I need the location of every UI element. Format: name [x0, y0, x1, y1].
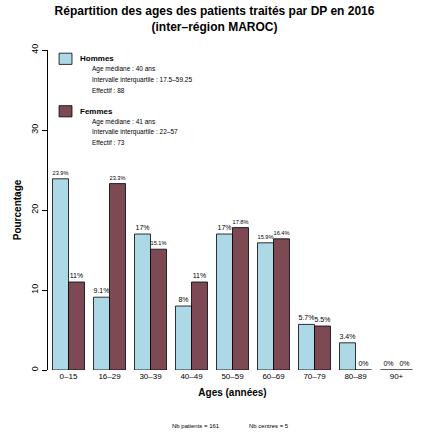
svg-text:10: 10	[30, 284, 40, 294]
svg-text:15.9%: 15.9%	[258, 234, 274, 240]
svg-text:Femmes: Femmes	[80, 107, 113, 116]
svg-text:16–29: 16–29	[98, 372, 121, 381]
svg-text:17%: 17%	[217, 224, 231, 231]
svg-text:Nb patients = 161: Nb patients = 161	[172, 423, 220, 429]
svg-text:40–49: 40–49	[180, 372, 203, 381]
svg-text:11%: 11%	[193, 272, 207, 279]
svg-text:23.9%: 23.9%	[53, 170, 69, 176]
svg-text:Effectif : 88: Effectif : 88	[92, 87, 125, 94]
svg-text:23.3%: 23.3%	[110, 175, 126, 181]
svg-text:Hommes: Hommes	[80, 54, 114, 63]
svg-text:Répartition des ages des patie: Répartition des ages des patients traité…	[55, 4, 375, 34]
svg-text:9.1%: 9.1%	[94, 287, 110, 294]
svg-text:90+: 90+	[390, 372, 404, 381]
svg-text:16.4%: 16.4%	[274, 230, 290, 236]
svg-text:5.7%: 5.7%	[299, 314, 315, 321]
svg-text:0–15: 0–15	[60, 372, 78, 381]
svg-text:0: 0	[30, 366, 40, 371]
svg-text:Intervalle interquartile : 22–: Intervalle interquartile : 22–57	[92, 128, 178, 136]
svg-text:5.5%: 5.5%	[315, 316, 331, 323]
svg-text:17.8%: 17.8%	[233, 219, 249, 225]
svg-text:15.1%: 15.1%	[151, 240, 167, 246]
svg-text:30: 30	[30, 124, 40, 134]
svg-text:Nb centres = 5: Nb centres = 5	[249, 423, 289, 429]
svg-text:80–89: 80–89	[344, 372, 367, 381]
svg-text:11%: 11%	[70, 272, 84, 279]
svg-text:3.4%: 3.4%	[340, 333, 356, 340]
svg-text:8%: 8%	[178, 296, 188, 303]
svg-text:Ages (années): Ages (années)	[198, 387, 266, 398]
svg-text:Age médiane : 41 ans: Age médiane : 41 ans	[92, 118, 156, 126]
svg-text:60–69: 60–69	[262, 372, 285, 381]
svg-text:30–39: 30–39	[139, 372, 162, 381]
svg-text:40: 40	[30, 44, 40, 54]
svg-text:Age médiane : 40 ans: Age médiane : 40 ans	[92, 65, 156, 73]
svg-text:Effectif : 73: Effectif : 73	[92, 139, 125, 146]
svg-text:0%: 0%	[358, 360, 368, 367]
svg-text:17%: 17%	[135, 224, 149, 231]
svg-text:Intervalle interquartile : 17.: Intervalle interquartile : 17.5–59.25	[92, 76, 192, 84]
svg-text:0%: 0%	[399, 360, 409, 367]
svg-text:50–59: 50–59	[221, 372, 244, 381]
svg-text:0%: 0%	[383, 360, 393, 367]
svg-text:Pourcentage: Pourcentage	[12, 179, 23, 240]
svg-text:70–79: 70–79	[303, 372, 326, 381]
svg-text:20: 20	[30, 204, 40, 214]
